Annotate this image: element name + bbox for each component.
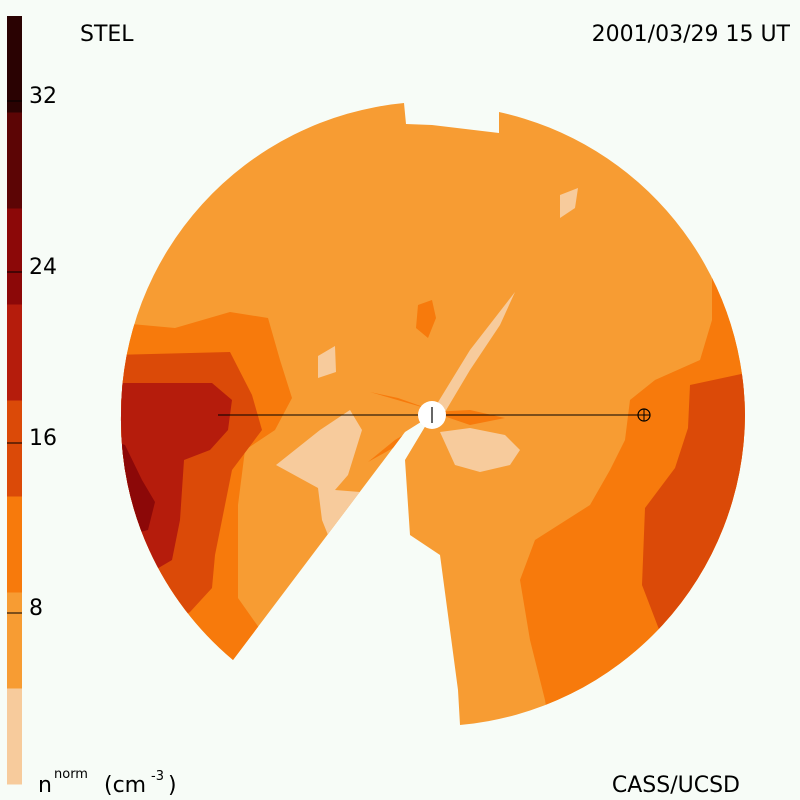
unit-superscript: norm [54, 767, 88, 782]
colorbar-band [7, 208, 22, 305]
colorbar-band [7, 688, 22, 785]
colorbar [7, 16, 22, 785]
colorbar-tick-label: 8 [29, 596, 43, 621]
density-region-mid-spot [416, 300, 436, 338]
density-region-light-east [440, 428, 520, 472]
density-region-light-nw [318, 346, 336, 378]
colorbar-band [7, 112, 22, 209]
colorbar-band [7, 496, 22, 593]
colorbar-band [7, 400, 22, 497]
colorbar-tick-label: 24 [29, 255, 57, 280]
density-region-mid-ray-east [432, 410, 505, 425]
unit-close: ) [168, 773, 177, 798]
density-region-light-center [276, 410, 380, 545]
density-region-light-streamer [432, 292, 515, 412]
credit-label: CASS/UCSD [612, 773, 740, 798]
station-label: STEL [80, 22, 134, 47]
density-region-light-north [560, 188, 578, 218]
colorbar-tick-label: 32 [29, 84, 57, 109]
unit-exponent: -3 [151, 769, 164, 784]
colorbar-ticks: 32 24 16 8 [7, 84, 57, 621]
unit-label: n norm (cm -3 ) [38, 767, 177, 798]
timestamp-label: 2001/03/29 15 UT [592, 22, 791, 47]
colorbar-band [7, 16, 22, 113]
density-region-mid-ray-west [370, 392, 432, 410]
unit-open: (cm [104, 773, 146, 798]
colorbar-tick-label: 16 [29, 426, 57, 451]
sun-marker [418, 401, 446, 429]
earth-marker [637, 408, 651, 422]
unit-prefix: n [38, 773, 52, 798]
colorbar-band [7, 304, 22, 401]
colorbar-band [7, 592, 22, 689]
